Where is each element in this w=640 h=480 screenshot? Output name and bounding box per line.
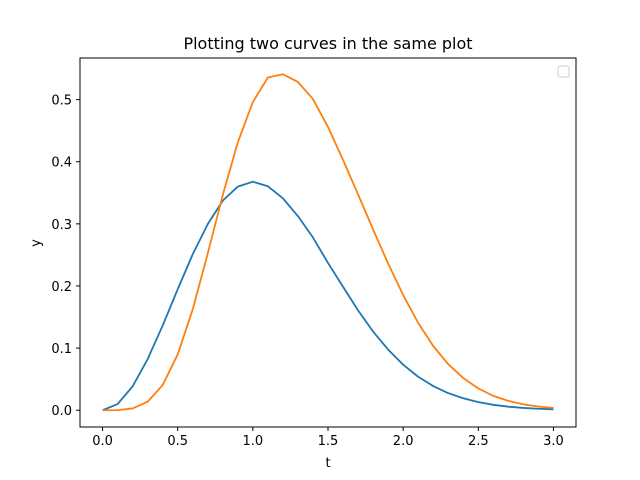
x-axis: 0.0 0.5 1.0 1.5 2.0 2.5 3.0 [92, 427, 564, 449]
y-tick-label: 0.4 [51, 156, 72, 171]
x-tick-label: 1.5 [318, 434, 339, 449]
y-tick-label: 0.1 [51, 342, 72, 357]
x-axis-label: t [325, 456, 330, 471]
x-tick-label: 0.5 [167, 434, 188, 449]
y-axis: 0.0 0.1 0.2 0.3 0.4 0.5 [51, 94, 80, 419]
series-layer [102, 73, 554, 412]
x-tick-label: 2.0 [393, 434, 414, 449]
series-line-2 [102, 73, 554, 412]
x-tick-label: 0.0 [92, 434, 113, 449]
x-tick-label: 3.0 [543, 434, 564, 449]
chart-title: Plotting two curves in the same plot [183, 34, 472, 53]
x-tick-label: 1.0 [243, 434, 264, 449]
y-tick-label: 0.5 [51, 94, 72, 109]
legend-box [557, 65, 570, 78]
x-tick-label: 2.5 [468, 434, 489, 449]
series-line-1 [102, 180, 554, 412]
y-axis-label: y [29, 239, 44, 247]
y-tick-label: 0.0 [51, 404, 72, 419]
y-tick-label: 0.3 [51, 218, 72, 233]
y-tick-label: 0.2 [51, 280, 72, 295]
